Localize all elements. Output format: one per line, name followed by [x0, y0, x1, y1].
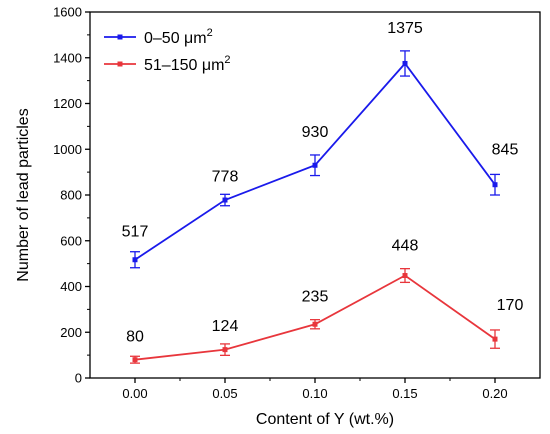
legend-entry-prefix: 0–50 [144, 30, 184, 47]
y-tick-label: 1200 [53, 96, 82, 111]
data-point [312, 162, 318, 168]
legend-marker [117, 61, 123, 67]
legend-entry-superscript: 2 [224, 54, 230, 66]
legend-entry-unit: μm [184, 30, 207, 47]
y-tick-label: 1600 [53, 5, 82, 20]
x-tick-label: 0.15 [392, 386, 417, 401]
x-tick-label: 0.05 [212, 386, 237, 401]
data-point [222, 347, 228, 353]
data-point [312, 321, 318, 327]
data-label: 124 [212, 318, 239, 335]
y-tick-label: 600 [60, 233, 82, 248]
data-label: 1375 [387, 20, 423, 37]
data-label: 235 [302, 289, 329, 306]
legend-entry-label: 51–150 μm2 [144, 54, 231, 74]
data-point [222, 197, 228, 203]
data-point [132, 257, 138, 263]
y-axis-title: Number of lead particles [15, 108, 32, 281]
data-point [402, 60, 408, 66]
data-point [402, 273, 408, 279]
x-axis-title: Content of Y (wt.%) [256, 411, 394, 428]
x-tick-label: 0.00 [122, 386, 147, 401]
x-tick-label: 0.10 [302, 386, 327, 401]
data-label: 930 [302, 124, 329, 141]
data-label: 80 [126, 328, 144, 345]
data-label: 845 [492, 141, 519, 158]
legend-entry-unit: μm [202, 57, 225, 74]
data-point [492, 336, 498, 342]
x-tick-label: 0.20 [482, 386, 507, 401]
data-label: 517 [122, 224, 149, 241]
y-tick-label: 800 [60, 188, 82, 203]
data-label: 448 [392, 238, 419, 255]
data-point [492, 182, 498, 188]
data-point [132, 357, 138, 363]
legend-entry-superscript: 2 [207, 27, 213, 39]
series-1: 80 124 235 448 170 [126, 238, 524, 364]
series-layer: 517 778 930 1375 845 80 124 235 448 170 [122, 20, 524, 364]
y-tick-label: 400 [60, 279, 82, 294]
x-axis: 0.00 0.05 0.10 0.15 0.20 [122, 378, 508, 401]
y-axis: 0 200 400 600 800 1000 1200 1400 1600 [53, 5, 90, 386]
data-label: 778 [212, 168, 239, 185]
series-0: 517 778 930 1375 845 [122, 20, 519, 269]
legend-marker [117, 34, 123, 40]
data-label: 170 [497, 297, 524, 314]
legend-entry-prefix: 51–150 [144, 57, 202, 74]
legend-entry-label: 0–50 μm2 [144, 27, 213, 47]
y-tick-label: 1400 [53, 50, 82, 65]
y-tick-label: 200 [60, 325, 82, 340]
y-tick-label: 1000 [53, 142, 82, 157]
y-tick-label: 0 [75, 371, 82, 386]
